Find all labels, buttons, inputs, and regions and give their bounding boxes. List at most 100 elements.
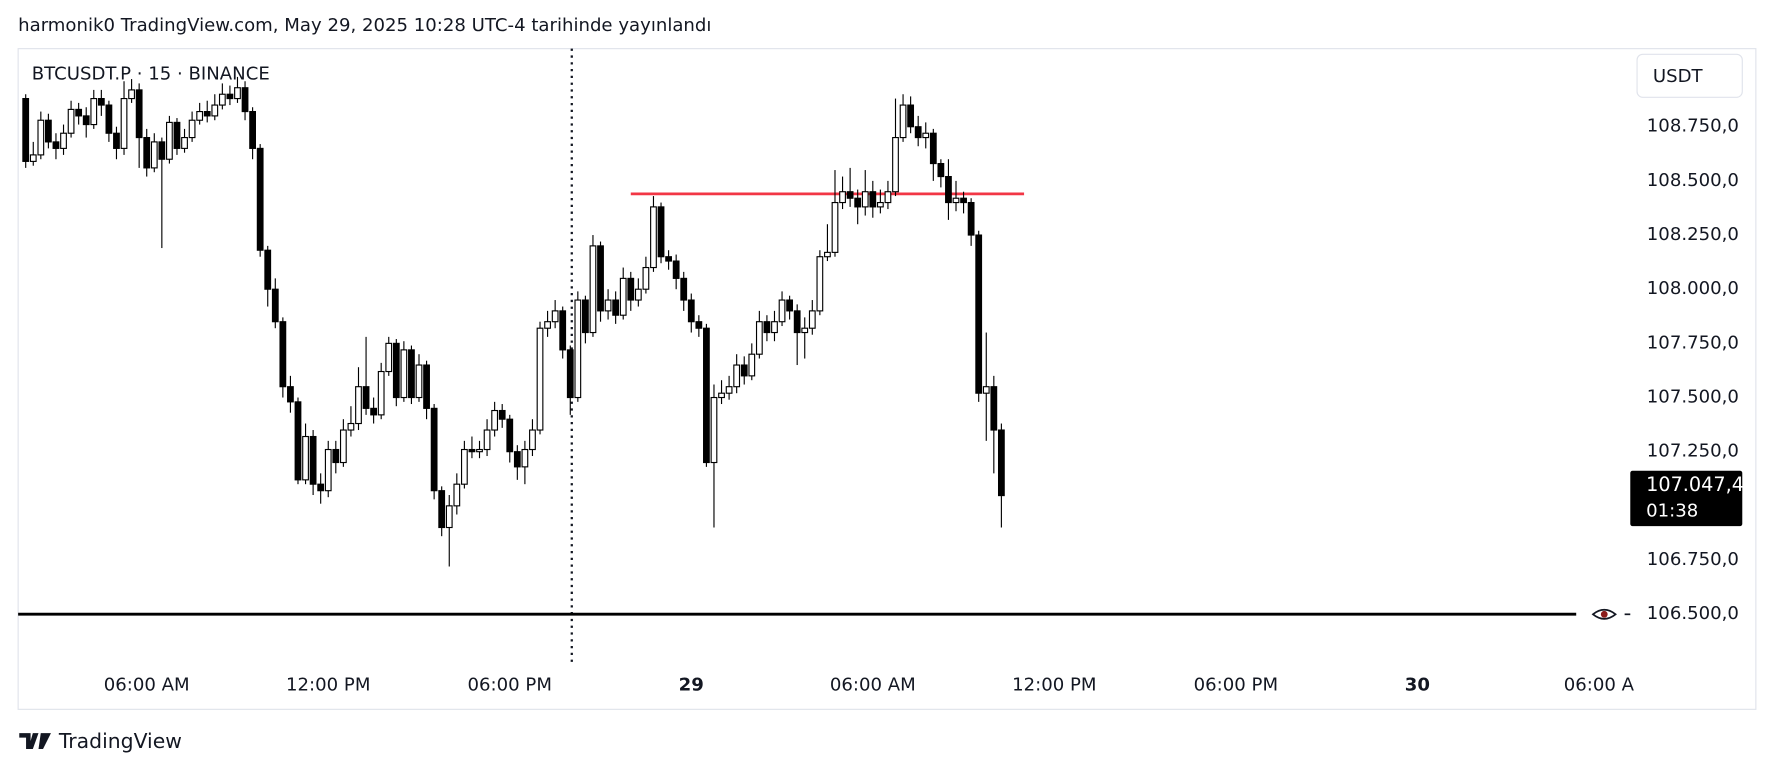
candle-body: [755, 321, 763, 355]
x-tick-label: 06:00 PM: [468, 675, 552, 696]
candle-body: [158, 141, 166, 160]
candle-body: [392, 342, 400, 399]
candle-body: [135, 89, 143, 139]
y-tick-label: 107.500,0: [1647, 387, 1739, 408]
candle-body: [430, 407, 438, 492]
candle-body: [453, 483, 461, 507]
candle-body: [150, 141, 158, 169]
candle-body: [816, 256, 824, 312]
candle-body: [665, 256, 672, 262]
candle-body: [498, 409, 506, 420]
candle-body: [997, 429, 1005, 497]
y-tick-label: 106.500,0: [1647, 603, 1739, 624]
candle-body: [332, 448, 340, 464]
candle-body: [695, 321, 703, 329]
candle-body: [287, 386, 294, 403]
candle-body: [619, 277, 627, 316]
candle-body: [529, 429, 536, 451]
candle-body: [415, 364, 423, 399]
candle-body: [468, 448, 476, 453]
candle-body: [967, 201, 975, 236]
candle-body: [808, 310, 816, 329]
candle-body: [203, 111, 211, 117]
candle-body: [506, 418, 514, 453]
candle-body: [143, 136, 151, 169]
candle-body: [771, 321, 778, 334]
candle-body: [347, 422, 355, 431]
candle-body: [582, 299, 589, 334]
candle-body: [748, 353, 756, 377]
candle-body: [385, 342, 393, 373]
x-tick-label: 29: [679, 675, 704, 696]
candle-body: [551, 310, 559, 323]
candle-body: [82, 115, 90, 126]
candle-body: [907, 104, 915, 128]
y-tick-label: 108.750,0: [1647, 116, 1739, 137]
candle-body: [29, 154, 37, 162]
eye-icon[interactable]: [1591, 608, 1631, 620]
candle-body: [687, 299, 695, 323]
candle-body: [982, 386, 990, 394]
candle-body: [945, 175, 952, 204]
candle-body: [899, 104, 907, 139]
candle-body: [196, 111, 204, 121]
candle-body: [271, 288, 279, 323]
candle-body: [604, 299, 612, 312]
candle-body: [559, 310, 567, 351]
candle-body: [166, 121, 173, 160]
candle-body: [67, 108, 75, 134]
candle-body: [763, 321, 771, 334]
candle-body: [937, 162, 945, 178]
currency-box[interactable]: [1636, 53, 1743, 98]
candle-body: [513, 451, 521, 468]
candle-body: [627, 277, 635, 301]
candle-body: [884, 191, 892, 204]
candle-body: [105, 104, 113, 134]
candle-body: [294, 401, 302, 481]
candle-body: [377, 370, 385, 416]
candle-body: [75, 108, 83, 117]
x-tick-label: 30: [1405, 675, 1430, 696]
candle-body: [226, 93, 234, 100]
candle-body: [778, 299, 786, 323]
chart-frame: [17, 48, 1757, 710]
candle-body: [181, 136, 188, 149]
candle-body: [733, 364, 741, 388]
y-tick-label: 108.500,0: [1647, 170, 1739, 191]
candle-body: [574, 299, 582, 399]
candle-body: [355, 386, 362, 425]
symbol-label: BTCUSDT.P · 15 · BINANCE: [32, 64, 270, 85]
candle-body: [854, 197, 862, 208]
candle-body: [634, 288, 642, 301]
x-tick-label: 06:00 A: [1564, 675, 1635, 696]
candle-body: [597, 245, 604, 312]
footer-brand: TradingView: [58, 729, 182, 753]
currency-label: USDT: [1653, 66, 1704, 87]
candle-body: [173, 121, 181, 149]
eye-outline: [1591, 608, 1617, 620]
x-tick-label: 12:00 PM: [1012, 675, 1096, 696]
candle-body: [544, 321, 551, 329]
y-tick-label: 108.250,0: [1647, 224, 1739, 245]
candle-body: [710, 396, 718, 464]
last-price-label: 107.047,4: [1646, 473, 1744, 496]
candle-body: [831, 201, 839, 253]
candle-body: [824, 251, 831, 258]
candle-body: [914, 126, 922, 139]
x-tick-label: 06:00 PM: [1194, 675, 1278, 696]
candle-body: [339, 429, 347, 464]
y-tick-label: 107.250,0: [1647, 441, 1739, 462]
candle-body: [589, 245, 597, 334]
candle-body: [566, 349, 574, 399]
candle-body: [309, 435, 317, 485]
last-price-box: [1630, 470, 1743, 527]
x-tick-label: 06:00 AM: [830, 675, 916, 696]
candle-body: [44, 119, 52, 143]
candle-body: [483, 429, 491, 451]
candle-body: [536, 327, 544, 431]
candle-body: [793, 310, 801, 334]
countdown-label: 01:38: [1646, 500, 1698, 521]
candle-body: [279, 321, 287, 388]
